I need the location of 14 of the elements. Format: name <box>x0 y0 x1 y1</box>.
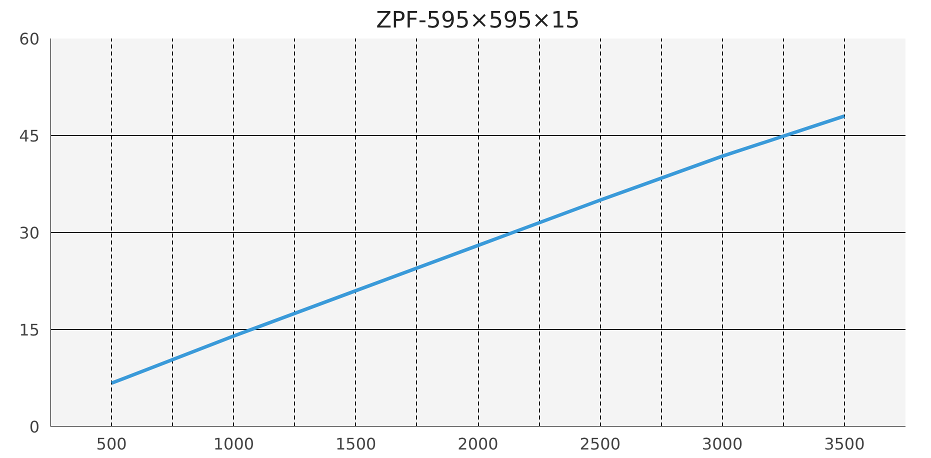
y-tick-label: 60 <box>19 30 40 48</box>
y-tick-label: 30 <box>19 224 40 242</box>
x-tick-label: 1000 <box>213 434 254 454</box>
x-tick-label: 3500 <box>824 434 865 454</box>
x-tick-label: 2000 <box>458 434 498 454</box>
y-tick-label: 0 <box>29 418 40 436</box>
y-tick-label: 15 <box>19 320 40 340</box>
y-tick-label: 45 <box>19 126 40 146</box>
line-series <box>110 114 846 385</box>
chart-title: ZPF-595×595×15 <box>376 8 580 34</box>
x-tick-label: 500 <box>96 434 127 454</box>
x-tick-label: 1500 <box>336 434 376 454</box>
x-tick-label: 3000 <box>702 434 743 454</box>
x-tick-label: 2500 <box>580 434 620 454</box>
